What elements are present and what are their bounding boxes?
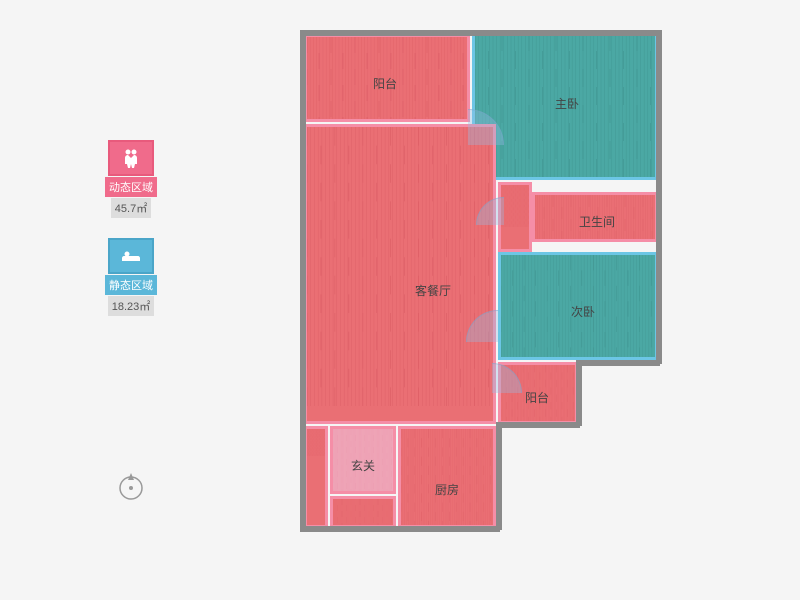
room-corridor-bottom xyxy=(304,426,328,528)
people-icon xyxy=(108,140,154,176)
outer-wall-segment xyxy=(496,422,502,530)
legend-static-label: 静态区域 xyxy=(105,275,157,295)
floor-plan: 阳台主卧客餐厅卫生间次卧阳台玄关厨房 xyxy=(300,30,670,570)
room-label-entrance: 玄关 xyxy=(351,457,375,474)
room-second-bedroom: 次卧 xyxy=(498,252,658,360)
room-label-bathroom: 卫生间 xyxy=(579,213,615,230)
legend: 动态区域 45.7㎡ 静态区域 18.23㎡ xyxy=(105,140,157,336)
room-label-balcony-side: 阳台 xyxy=(525,389,549,406)
outer-wall-segment xyxy=(300,30,306,530)
compass-icon xyxy=(115,470,147,502)
outer-wall-segment xyxy=(300,30,662,36)
room-entrance: 玄关 xyxy=(330,426,396,494)
outer-wall-segment xyxy=(576,360,582,426)
legend-dynamic-label: 动态区域 xyxy=(105,177,157,197)
legend-dynamic: 动态区域 45.7㎡ xyxy=(105,140,157,218)
outer-wall-segment xyxy=(576,360,660,366)
legend-dynamic-value: 45.7㎡ xyxy=(111,198,151,218)
outer-wall-segment xyxy=(656,30,662,364)
room-label-balcony-top: 阳台 xyxy=(373,75,397,92)
room-living-dining: 客餐厅 xyxy=(304,124,496,424)
room-master-bedroom: 主卧 xyxy=(472,30,658,180)
sleep-icon xyxy=(108,238,154,274)
outer-wall-segment xyxy=(300,526,500,532)
room-corridor-under-entrance xyxy=(330,496,396,528)
room-label-second-bedroom: 次卧 xyxy=(571,303,595,320)
legend-static-value: 18.23㎡ xyxy=(108,296,155,316)
room-label-kitchen: 厨房 xyxy=(435,481,459,498)
room-label-master-bedroom: 主卧 xyxy=(555,95,579,112)
room-balcony-top: 阳台 xyxy=(304,34,470,122)
room-label-living-dining: 客餐厅 xyxy=(415,282,451,299)
room-bathroom: 卫生间 xyxy=(532,192,658,242)
room-kitchen: 厨房 xyxy=(398,426,496,528)
legend-static: 静态区域 18.23㎡ xyxy=(105,238,157,316)
outer-wall-segment xyxy=(496,422,580,428)
